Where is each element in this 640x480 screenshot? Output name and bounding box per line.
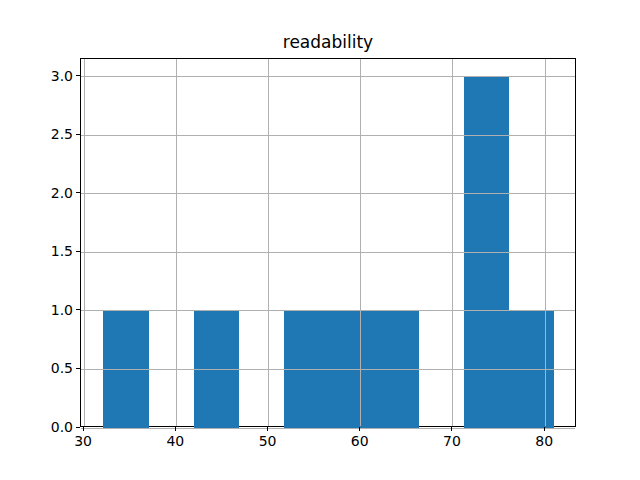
chart-title: readability: [80, 31, 576, 53]
x-tick-label: 60: [351, 434, 369, 448]
y-gridline: [81, 193, 575, 194]
y-gridline: [81, 369, 575, 370]
x-gridline: [452, 59, 453, 426]
x-gridline: [176, 59, 177, 426]
y-tick-mark: [76, 251, 80, 252]
x-tick-mark: [451, 427, 452, 431]
y-tick-mark: [76, 427, 80, 428]
x-tick-label: 80: [535, 434, 553, 448]
y-tick-mark: [76, 134, 80, 135]
x-tick-mark: [544, 427, 545, 431]
x-gridline: [545, 59, 546, 426]
y-tick-mark: [76, 75, 80, 76]
y-gridline: [81, 76, 575, 77]
y-gridline: [81, 310, 575, 311]
y-tick-label: 2.5: [0, 127, 73, 141]
x-tick-label: 50: [259, 434, 277, 448]
x-gridline: [268, 59, 269, 426]
x-tick-label: 70: [443, 434, 461, 448]
y-gridline: [81, 428, 575, 429]
y-tick-label: 1.5: [0, 244, 73, 258]
x-tick-label: 40: [166, 434, 184, 448]
x-tick-mark: [175, 427, 176, 431]
y-tick-mark: [76, 192, 80, 193]
x-tick-mark: [359, 427, 360, 431]
x-tick-mark: [267, 427, 268, 431]
x-tick-label: 30: [74, 434, 92, 448]
x-gridline: [84, 59, 85, 426]
y-tick-mark: [76, 368, 80, 369]
y-tick-label: 0.5: [0, 361, 73, 375]
y-gridline: [81, 135, 575, 136]
y-gridline: [81, 252, 575, 253]
x-tick-mark: [83, 427, 84, 431]
y-tick-label: 1.0: [0, 303, 73, 317]
figure: readability 30 40 50 60 70 80 0.0 0.5 1.0 1.5 2.0 2…: [0, 0, 640, 480]
plot-area: [80, 58, 576, 427]
y-tick-label: 0.0: [0, 420, 73, 434]
x-gridline: [360, 59, 361, 426]
y-tick-label: 2.0: [0, 186, 73, 200]
y-tick-label: 3.0: [0, 69, 73, 83]
y-tick-mark: [76, 309, 80, 310]
